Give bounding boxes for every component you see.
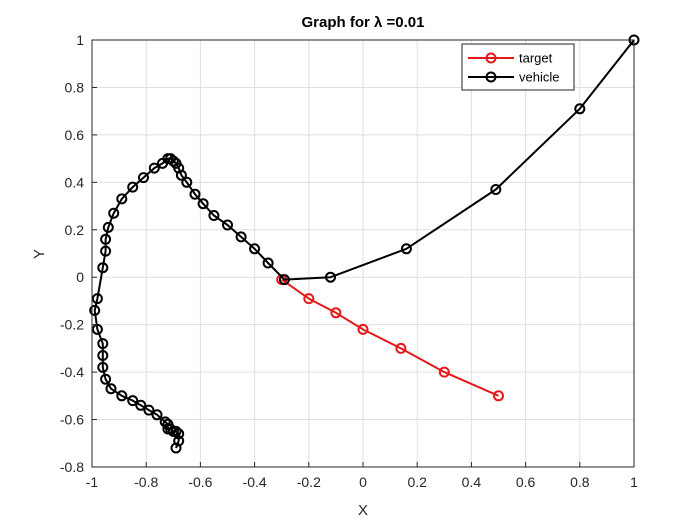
data-point-vehicle — [278, 274, 290, 286]
data-point-vehicle — [102, 221, 114, 233]
data-point-target — [303, 293, 315, 305]
data-point-vehicle — [222, 219, 233, 231]
data-point-vehicle — [235, 231, 247, 243]
data-point-target — [357, 323, 369, 335]
data-point-vehicle — [116, 193, 128, 205]
x-tick-label: 0.8 — [570, 474, 590, 490]
series-line-target — [281, 278, 499, 397]
legend: target vehicle — [461, 43, 575, 91]
data-point-vehicle — [91, 323, 103, 335]
y-tick-label: 0.2 — [65, 222, 85, 238]
data-point-vehicle — [89, 304, 101, 316]
data-point-vehicle — [157, 157, 168, 169]
x-tick-label: -0.8 — [134, 474, 158, 490]
x-tick-label: 1 — [630, 474, 638, 490]
x-tick-label: 0.4 — [462, 474, 482, 490]
chart-title: Graph for λ =0.01 — [302, 14, 425, 31]
data-point-vehicle — [173, 428, 185, 440]
data-point-target — [330, 307, 342, 319]
x-tick-label: -0.4 — [243, 474, 267, 490]
x-tick-label: 0 — [359, 474, 367, 490]
data-point-vehicle — [151, 409, 163, 421]
y-tick-label: 1 — [76, 32, 84, 48]
data-point-vehicle — [127, 181, 139, 193]
data-point-vehicle — [116, 390, 128, 402]
x-tick-label: -0.2 — [297, 474, 321, 490]
y-tick-label: 0.8 — [65, 79, 85, 95]
legend-target-marker — [485, 52, 497, 64]
x-tick-label: 0.2 — [407, 474, 427, 490]
data-point-vehicle — [165, 423, 177, 435]
y-tick-label: 0.6 — [65, 127, 85, 143]
data-point-vehicle — [181, 176, 193, 188]
data-point-target — [493, 390, 504, 402]
series-vehicle — [89, 34, 640, 454]
data-point-target — [395, 342, 407, 354]
data-point-vehicle — [143, 404, 155, 416]
data-point-vehicle — [574, 103, 586, 115]
y-tick-label: -0.8 — [60, 459, 84, 475]
data-point-vehicle — [97, 350, 109, 361]
data-point-vehicle — [148, 162, 160, 174]
data-point-vehicle — [97, 338, 109, 350]
x-tick-label: -0.6 — [188, 474, 212, 490]
data-point-vehicle — [189, 188, 201, 200]
data-point-vehicle — [170, 425, 182, 437]
data-point-vehicle — [100, 233, 112, 245]
data-point-vehicle — [100, 373, 112, 385]
data-point-vehicle — [249, 243, 261, 255]
legend-vehicle-marker — [485, 71, 497, 83]
data-point-target — [438, 366, 450, 378]
data-point-vehicle — [108, 207, 120, 219]
y-tick-label: 0.4 — [65, 174, 85, 190]
data-point-vehicle — [197, 198, 209, 210]
y-tick-label: -0.4 — [60, 364, 84, 380]
y-tick-label: -0.6 — [60, 412, 84, 428]
data-point-vehicle — [208, 210, 220, 221]
series-layer — [89, 34, 640, 454]
data-point-vehicle — [167, 155, 179, 167]
legend-box — [461, 43, 575, 91]
y-tick-label: 0 — [76, 269, 84, 285]
legend-target-label: target — [519, 51, 553, 66]
x-axis-label: X — [358, 502, 368, 519]
data-point-vehicle — [127, 395, 139, 407]
data-point-vehicle — [400, 243, 412, 255]
y-axis-label: Y — [31, 249, 48, 259]
x-tick-label: -1 — [86, 474, 99, 490]
x-tick-label: 0.6 — [516, 474, 536, 490]
y-tick-label: -0.2 — [60, 317, 84, 333]
data-point-vehicle — [91, 293, 103, 305]
data-point-vehicle — [490, 184, 502, 195]
data-point-vehicle — [135, 399, 147, 411]
data-point-vehicle — [105, 383, 117, 395]
data-point-vehicle — [325, 271, 336, 283]
data-point-vehicle — [97, 361, 109, 373]
data-point-vehicle — [262, 257, 274, 269]
data-point-vehicle — [97, 262, 109, 274]
ticks: -1 -0.8 -0.6 -0.4 -0.2 0 0.2 0.4 0.6 0.8 1-0.8-0.6… — [60, 32, 638, 490]
data-point-vehicle — [170, 442, 182, 454]
data-point-vehicle — [138, 172, 149, 184]
data-point-vehicle — [100, 245, 112, 257]
legend-vehicle-label: vehicle — [519, 70, 559, 85]
